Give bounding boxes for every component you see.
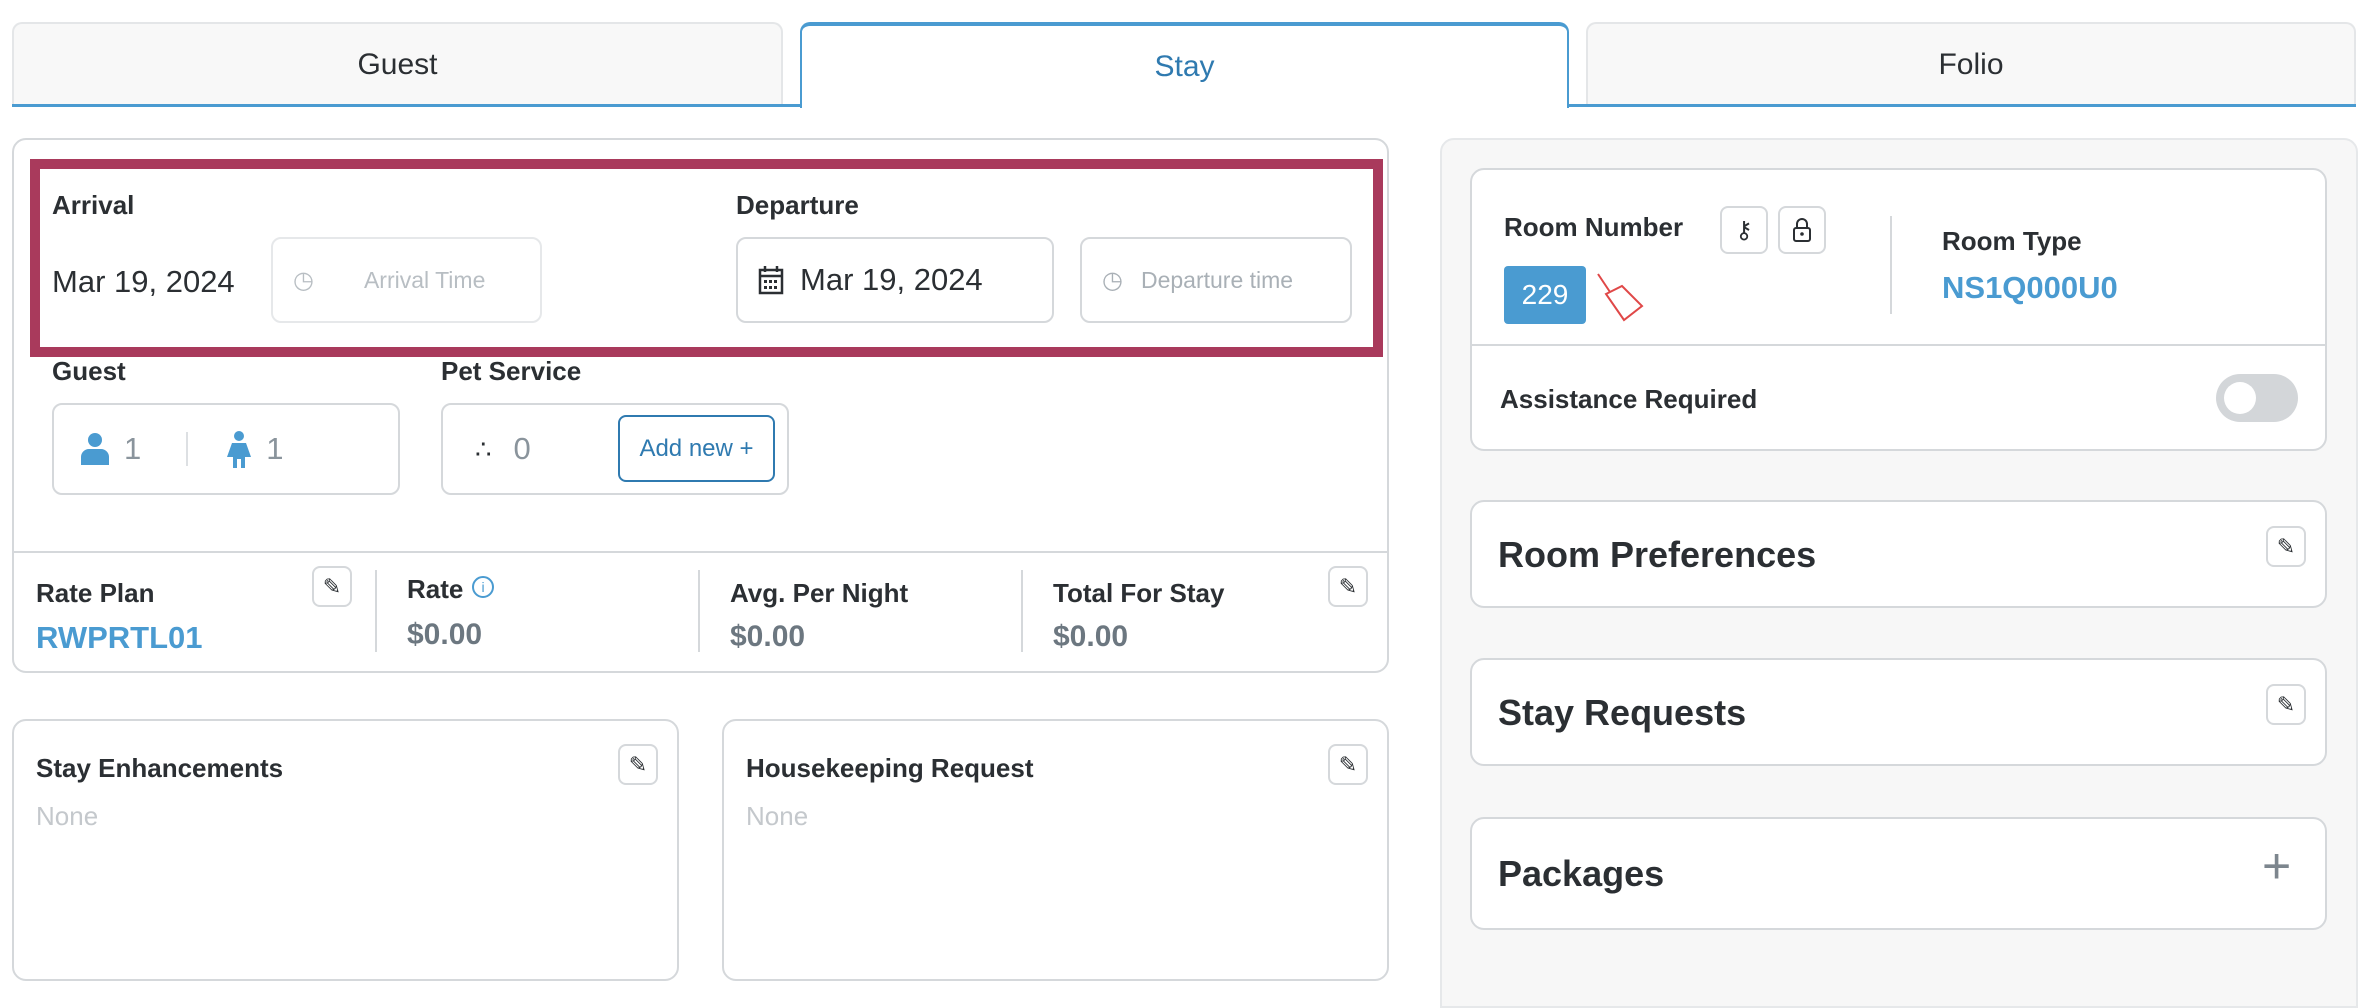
edit-housekeeping-button[interactable]: ✎: [1328, 744, 1368, 785]
key-icon: ⚷: [1735, 216, 1753, 244]
lock-button[interactable]: [1778, 206, 1826, 254]
tab-folio[interactable]: Folio: [1586, 22, 2356, 106]
pencil-icon: ✎: [322, 573, 342, 599]
room-preferences-title: Room Preferences: [1498, 534, 1817, 575]
edit-rate-button[interactable]: ✎: [1328, 566, 1368, 607]
room-preferences-card[interactable]: Room Preferences ✎: [1470, 500, 2327, 608]
edit-enhancements-button[interactable]: ✎: [618, 744, 658, 785]
stay-details-card: Arrival Mar 19, 2024 ◷ Arrival Time Depa…: [12, 138, 1389, 673]
departure-time-placeholder: Departure time: [1140, 266, 1294, 293]
toggle-knob: [2224, 382, 2256, 414]
pencil-icon: ✎: [1338, 573, 1358, 599]
divider: [1472, 344, 2325, 346]
housekeeping-title: Housekeeping Request: [746, 753, 1034, 783]
divider: [186, 432, 189, 466]
stay-requests-card[interactable]: Stay Requests ✎: [1470, 658, 2327, 766]
housekeeping-request-card: Housekeeping Request ✎ None: [722, 719, 1389, 981]
departure-time-input[interactable]: ◷ Departure time: [1080, 237, 1352, 323]
tab-stay[interactable]: Stay: [800, 22, 1569, 108]
edit-stay-requests-button[interactable]: ✎: [2266, 684, 2306, 725]
room-type-label: Room Type: [1942, 226, 2082, 256]
rate-plan-label: Rate Plan: [36, 578, 155, 608]
info-icon[interactable]: i: [472, 576, 494, 598]
avg-per-night-value: $0.00: [730, 620, 806, 653]
divider: [1021, 570, 1023, 652]
pet-service-input: ∴ 0 Add new +: [441, 403, 789, 495]
child-icon: [227, 431, 252, 468]
edit-rate-plan-button[interactable]: ✎: [312, 566, 352, 607]
pet-service-label: Pet Service: [441, 356, 582, 386]
edit-room-preferences-button[interactable]: ✎: [2266, 526, 2306, 567]
pencil-icon: ✎: [628, 751, 648, 777]
room-number-badge[interactable]: 229: [1504, 266, 1586, 324]
packages-title: Packages: [1498, 853, 1665, 894]
total-for-stay-label: Total For Stay: [1053, 578, 1225, 608]
packages-card[interactable]: Packages +: [1470, 817, 2327, 930]
tab-guest[interactable]: Guest: [12, 22, 783, 106]
pencil-icon: ✎: [2276, 533, 2296, 559]
divider: [698, 570, 700, 652]
avg-per-night-label: Avg. Per Night: [730, 578, 909, 608]
lock-icon: [1793, 218, 1811, 242]
stay-enhancements-title: Stay Enhancements: [36, 753, 284, 783]
adult-icon: [81, 433, 109, 465]
divider: [375, 570, 377, 652]
rate-label: Rate: [407, 574, 464, 604]
assistance-required-label: Assistance Required: [1500, 384, 1758, 414]
children-count: 1: [266, 431, 284, 466]
guest-label: Guest: [52, 356, 126, 386]
rate-plan-link[interactable]: RWPRTL01: [36, 620, 203, 655]
departure-date: Mar 19, 2024: [800, 262, 983, 297]
assistance-toggle[interactable]: [2216, 374, 2298, 422]
room-number-label: Room Number: [1504, 212, 1684, 242]
clock-icon: ◷: [1102, 266, 1123, 294]
highlight-box: [30, 159, 1383, 357]
enhancements-value: None: [36, 801, 99, 831]
dustpan-icon: [1597, 273, 1644, 322]
add-pet-button[interactable]: Add new +: [618, 415, 775, 482]
room-card: Room Number ⚷ 229 Room Type NS1Q000U0 As…: [1470, 168, 2327, 451]
divider: [1890, 216, 1892, 314]
key-button[interactable]: ⚷: [1720, 206, 1768, 254]
rate-value: $0.00: [407, 618, 483, 651]
divider: [14, 551, 1387, 553]
adults-count: 1: [124, 431, 142, 466]
arrival-label: Arrival: [52, 190, 135, 220]
housekeeping-value: None: [746, 801, 809, 831]
arrival-time-input[interactable]: ◷ Arrival Time: [271, 237, 542, 323]
departure-date-input[interactable]: Mar 19, 2024: [736, 237, 1054, 323]
calendar-icon: [758, 266, 784, 295]
tab-label: Folio: [1938, 48, 2004, 81]
add-package-plus-icon[interactable]: +: [2262, 838, 2292, 894]
room-type-link[interactable]: NS1Q000U0: [1942, 270, 2118, 305]
pencil-icon: ✎: [1338, 751, 1358, 777]
clock-icon: ◷: [293, 266, 314, 294]
arrival-time-placeholder: Arrival Time: [363, 266, 486, 293]
tab-label: Guest: [357, 48, 438, 81]
paw-icon: ∴: [475, 433, 492, 464]
guest-count-input[interactable]: 1 1: [52, 403, 400, 495]
total-for-stay-value: $0.00: [1053, 620, 1129, 653]
stay-requests-title: Stay Requests: [1498, 692, 1747, 733]
pencil-icon: ✎: [2276, 691, 2296, 717]
arrival-date: Mar 19, 2024: [52, 264, 235, 299]
tab-label: Stay: [1154, 50, 1215, 83]
pet-count: 0: [513, 431, 531, 466]
departure-label: Departure: [736, 190, 859, 220]
stay-enhancements-card: Stay Enhancements ✎ None: [12, 719, 679, 981]
